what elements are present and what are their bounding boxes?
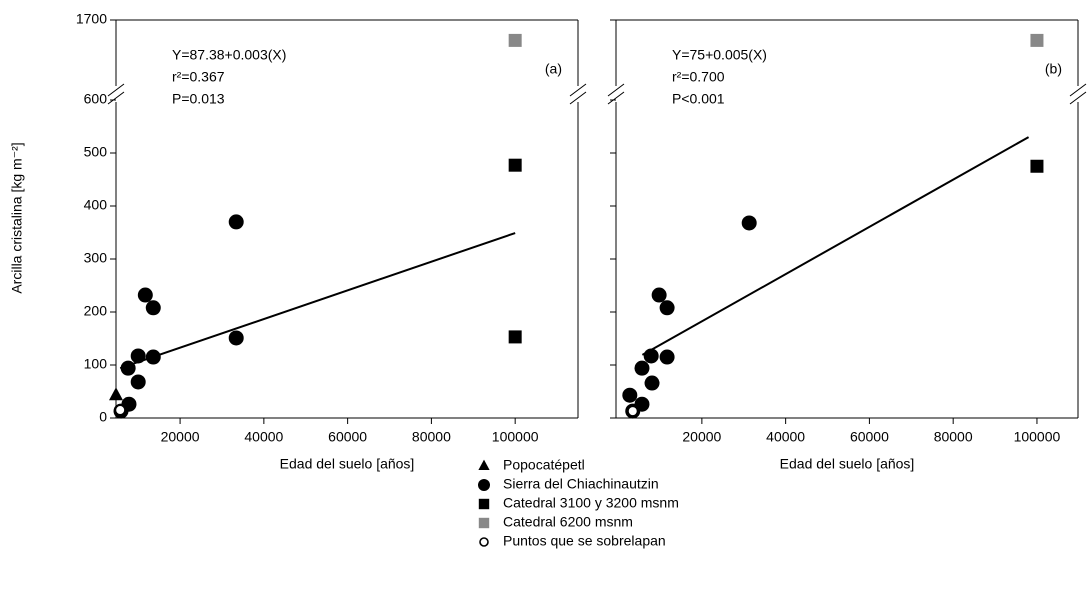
data-point: [644, 375, 660, 391]
panel-title: (a): [545, 61, 562, 77]
data-point: [145, 349, 161, 365]
legend-marker: [478, 459, 490, 470]
x-tick-label: 40000: [244, 429, 283, 445]
annotation: P<0.001: [672, 91, 725, 107]
fit-line: [641, 136, 1030, 356]
y-tick-label: 200: [84, 303, 108, 319]
legend-label: Sierra del Chiachinautzin: [503, 476, 659, 492]
axis-break: [1069, 91, 1087, 105]
data-point: [634, 360, 650, 376]
data-point: [130, 374, 146, 390]
axis-break: [607, 91, 625, 105]
data-point: [508, 330, 522, 344]
data-point: [622, 387, 638, 403]
x-axis-label: Edad del suelo [años]: [280, 456, 415, 472]
y-tick-label: 0: [99, 409, 107, 425]
x-tick-label: 20000: [161, 429, 200, 445]
annotation: r²=0.700: [672, 69, 725, 85]
y-tick-label: 500: [84, 144, 108, 160]
data-point: [137, 287, 153, 303]
panel-title: (b): [1045, 61, 1062, 77]
x-tick-label: 60000: [850, 429, 889, 445]
annotation: Y=75+0.005(X): [672, 47, 767, 63]
axis-break: [569, 91, 587, 105]
data-point: [1030, 159, 1044, 173]
legend-label: Catedral 3100 y 3200 msnm: [503, 495, 679, 511]
data-point: [109, 387, 123, 401]
y-tick-label: 600: [84, 91, 108, 107]
x-tick-label: 20000: [682, 429, 721, 445]
data-point: [643, 348, 659, 364]
legend-label: Puntos que se sobrelapan: [503, 533, 666, 549]
legend-marker: [478, 498, 490, 510]
legend-label: Popocatépetl: [503, 457, 585, 473]
annotation: r²=0.367: [172, 69, 225, 85]
axis-break: [107, 83, 125, 97]
x-tick-label: 100000: [1014, 429, 1061, 445]
x-tick-label: 100000: [492, 429, 539, 445]
annotation: P=0.013: [172, 91, 225, 107]
data-point: [228, 330, 244, 346]
x-tick-label: 80000: [934, 429, 973, 445]
data-point: [120, 360, 136, 376]
data-point: [508, 33, 522, 47]
axis-break: [1069, 83, 1087, 97]
x-tick-label: 40000: [766, 429, 805, 445]
data-point: [114, 404, 127, 417]
y-tick-label: 1700: [76, 11, 107, 27]
legend-marker: [478, 517, 490, 529]
y-axis-label: Arcilla cristalina [kg m⁻²]: [9, 142, 25, 293]
annotation: Y=87.38+0.003(X): [172, 47, 286, 63]
y-tick-label: 300: [84, 250, 108, 266]
data-point: [659, 300, 675, 316]
data-point: [130, 348, 146, 364]
y-tick-label: 400: [84, 197, 108, 213]
data-point: [228, 214, 244, 230]
legend-marker: [479, 537, 489, 547]
x-axis-label: Edad del suelo [años]: [780, 456, 915, 472]
data-point: [651, 287, 667, 303]
legend-label: Catedral 6200 msnm: [503, 514, 633, 530]
data-point: [741, 215, 757, 231]
data-point: [626, 405, 639, 418]
x-tick-label: 60000: [328, 429, 367, 445]
axis-break: [607, 83, 625, 97]
axis-break: [569, 83, 587, 97]
x-tick-label: 80000: [412, 429, 451, 445]
axis-break: [107, 91, 125, 105]
legend-marker: [478, 479, 490, 491]
data-point: [659, 349, 675, 365]
y-tick-label: 100: [84, 356, 108, 372]
data-point: [1030, 33, 1044, 47]
data-point: [145, 300, 161, 316]
data-point: [508, 158, 522, 172]
fit-line: [119, 232, 516, 370]
